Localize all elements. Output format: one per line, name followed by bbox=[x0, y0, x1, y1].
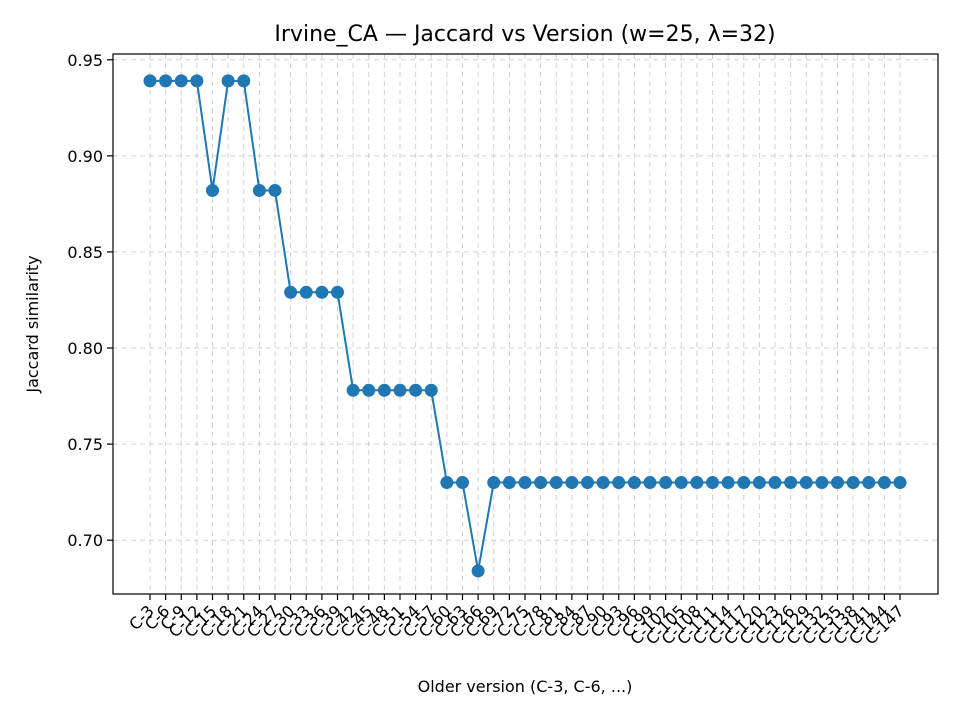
data-point bbox=[346, 383, 360, 397]
data-point bbox=[846, 476, 860, 490]
y-tick-label: 0.90 bbox=[67, 147, 103, 166]
data-point bbox=[159, 74, 173, 88]
data-point bbox=[862, 476, 876, 490]
data-point bbox=[284, 285, 298, 299]
data-point bbox=[690, 476, 704, 490]
data-point bbox=[612, 476, 626, 490]
data-point bbox=[674, 476, 688, 490]
data-point bbox=[377, 383, 391, 397]
data-point bbox=[190, 74, 204, 88]
data-point bbox=[565, 476, 579, 490]
y-tick-label: 0.85 bbox=[67, 243, 103, 262]
x-axis-label: Older version (C-3, C-6, ...) bbox=[418, 677, 633, 696]
data-point bbox=[706, 476, 719, 490]
plot-frame bbox=[112, 53, 939, 595]
data-point bbox=[752, 476, 766, 490]
data-point bbox=[409, 383, 423, 397]
data-point bbox=[393, 383, 407, 397]
data-point bbox=[174, 74, 188, 88]
data-point bbox=[206, 183, 219, 197]
y-tick-label: 0.80 bbox=[67, 339, 103, 358]
data-point bbox=[877, 476, 891, 490]
data-point bbox=[627, 476, 641, 490]
data-points bbox=[143, 74, 907, 578]
chart-title: Irvine_CA — Jaccard vs Version (w=25, λ=… bbox=[274, 22, 775, 47]
data-point bbox=[362, 383, 376, 397]
y-axis-label: Jaccard similarity bbox=[23, 255, 42, 393]
data-point bbox=[893, 476, 907, 490]
data-point bbox=[487, 476, 501, 490]
data-point bbox=[221, 74, 235, 88]
data-point bbox=[831, 476, 844, 490]
data-point bbox=[456, 476, 469, 490]
data-point bbox=[549, 476, 563, 490]
data-point bbox=[143, 74, 157, 88]
data-point bbox=[331, 285, 344, 299]
data-point bbox=[252, 183, 266, 197]
data-point bbox=[815, 476, 829, 490]
y-tick-label: 0.95 bbox=[67, 51, 103, 70]
data-point bbox=[596, 476, 610, 490]
grid-lines bbox=[113, 54, 938, 594]
y-tick-label: 0.75 bbox=[67, 435, 103, 454]
data-point bbox=[581, 476, 594, 490]
data-point bbox=[299, 285, 313, 299]
y-axis-ticks: 0.70 0.75 0.80 0.85 0.90 0.95 bbox=[67, 51, 113, 550]
data-point bbox=[471, 564, 485, 578]
data-point bbox=[784, 476, 798, 490]
data-point bbox=[534, 476, 548, 490]
data-point bbox=[799, 476, 813, 490]
data-point bbox=[659, 476, 673, 490]
data-point bbox=[643, 476, 657, 490]
y-tick-label: 0.70 bbox=[67, 531, 103, 550]
data-point bbox=[424, 383, 438, 397]
data-point bbox=[737, 476, 751, 490]
data-point bbox=[237, 74, 251, 88]
data-point bbox=[768, 476, 782, 490]
data-point bbox=[721, 476, 735, 490]
x-axis-ticks: C-3C-6C-9C-12C-15C-18C-21C-24C-27C-30C-3… bbox=[125, 594, 908, 648]
data-point bbox=[268, 183, 282, 197]
data-point bbox=[315, 285, 329, 299]
data-point bbox=[502, 476, 516, 490]
data-point bbox=[518, 476, 532, 490]
data-point bbox=[440, 476, 454, 490]
